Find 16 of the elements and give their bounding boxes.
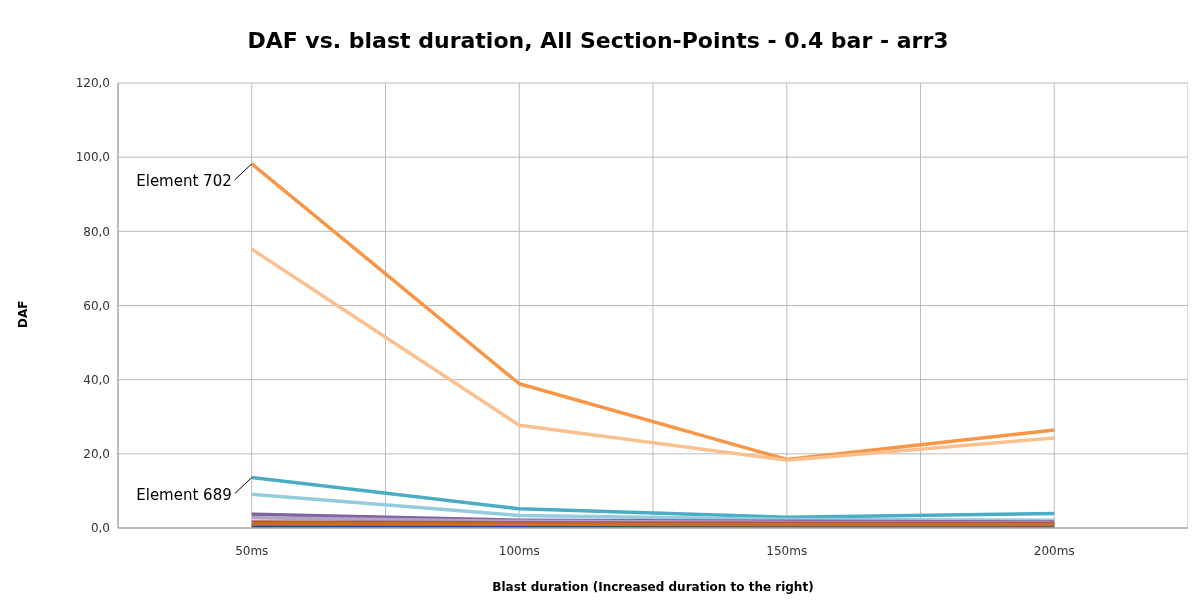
x-tick-label: 150ms	[766, 543, 808, 558]
y-tick-label: 40,0	[83, 372, 110, 387]
y-tick-label: 120,0	[75, 76, 110, 91]
annotation: Element 702	[136, 171, 232, 190]
y-axis-title: DAF	[16, 300, 30, 328]
x-tick-label: 50ms	[235, 543, 269, 558]
y-tick-label: 0,0	[90, 521, 110, 536]
chart-title: DAF vs. blast duration, All Section-Points - 0.4 bar - arr3	[246, 28, 950, 53]
y-tick-label: 20,0	[83, 447, 110, 462]
x-tick-label: 200ms	[1033, 543, 1075, 558]
x-axis-title: Blast duration (Increased duration to the right)	[491, 580, 815, 594]
y-tick-label: 100,0	[75, 150, 110, 165]
x-tick-label: 100ms	[498, 543, 540, 558]
y-tick-label: 60,0	[83, 298, 110, 313]
annotation: Element 689	[136, 485, 232, 504]
y-tick-label: 80,0	[83, 224, 110, 239]
